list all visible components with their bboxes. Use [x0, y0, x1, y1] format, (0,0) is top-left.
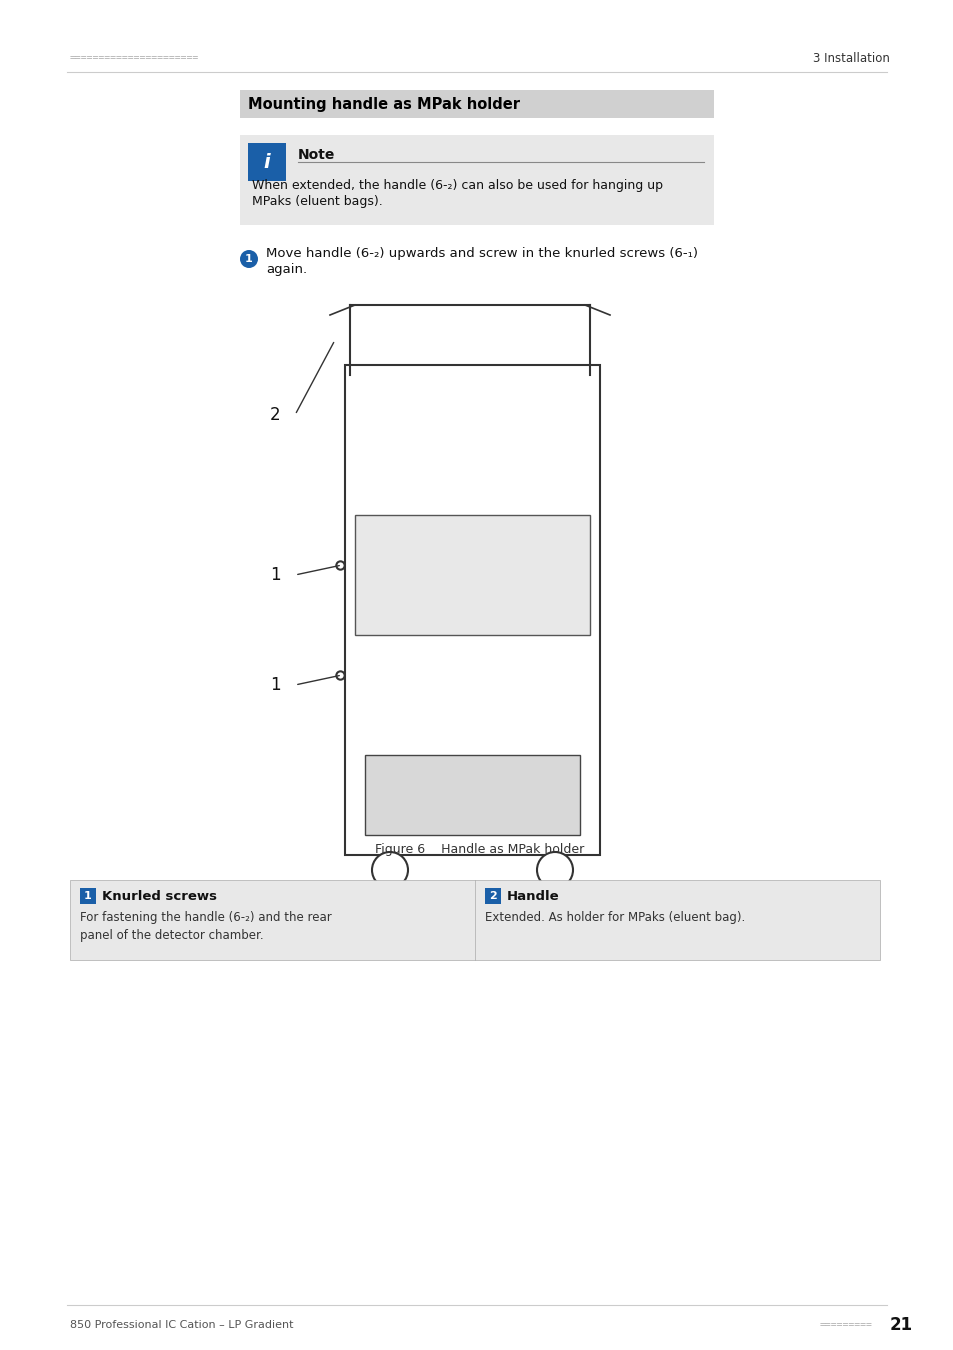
Text: When extended, the handle (6-₂) can also be used for hanging up: When extended, the handle (6-₂) can also…	[252, 178, 662, 192]
Text: 1: 1	[270, 566, 280, 585]
Text: Move handle (6-₂) upwards and screw in the knurled screws (6-₁): Move handle (6-₂) upwards and screw in t…	[266, 247, 698, 259]
Text: =========: =========	[820, 1320, 872, 1330]
Bar	[345, 364, 599, 855]
Text: 1: 1	[270, 676, 280, 694]
Text: 1: 1	[84, 891, 91, 900]
Text: again.: again.	[266, 262, 307, 275]
Circle shape	[240, 250, 257, 269]
Bar	[248, 143, 286, 181]
Text: 21: 21	[889, 1316, 912, 1334]
Text: Note: Note	[297, 148, 335, 162]
Bar	[484, 888, 500, 905]
Text: Knurled screws: Knurled screws	[102, 890, 216, 903]
Circle shape	[537, 852, 573, 888]
Text: For fastening the handle (6-₂) and the rear: For fastening the handle (6-₂) and the r…	[80, 911, 332, 925]
Text: MPaks (eluent bags).: MPaks (eluent bags).	[252, 196, 382, 208]
Bar	[70, 880, 879, 960]
Bar	[240, 90, 713, 117]
Circle shape	[372, 852, 408, 888]
Bar	[240, 135, 713, 225]
Text: 850 Professional IC Cation – LP Gradient: 850 Professional IC Cation – LP Gradient	[70, 1320, 294, 1330]
Bar	[80, 888, 96, 905]
Text: ======================: ======================	[70, 53, 199, 63]
Text: Extended. As holder for MPaks (eluent bag).: Extended. As holder for MPaks (eluent ba…	[484, 911, 744, 925]
Text: 1: 1	[245, 254, 253, 265]
Text: 3 Installation: 3 Installation	[812, 51, 889, 65]
Text: Handle: Handle	[506, 890, 559, 903]
Text: panel of the detector chamber.: panel of the detector chamber.	[80, 929, 263, 941]
Bar	[355, 514, 589, 634]
Text: i: i	[263, 153, 270, 171]
Text: Mounting handle as MPak holder: Mounting handle as MPak holder	[248, 96, 519, 112]
Text: 2: 2	[489, 891, 497, 900]
Bar	[365, 755, 579, 836]
Text: Figure 6    Handle as MPak holder: Figure 6 Handle as MPak holder	[375, 844, 584, 856]
Text: 2: 2	[270, 406, 280, 424]
